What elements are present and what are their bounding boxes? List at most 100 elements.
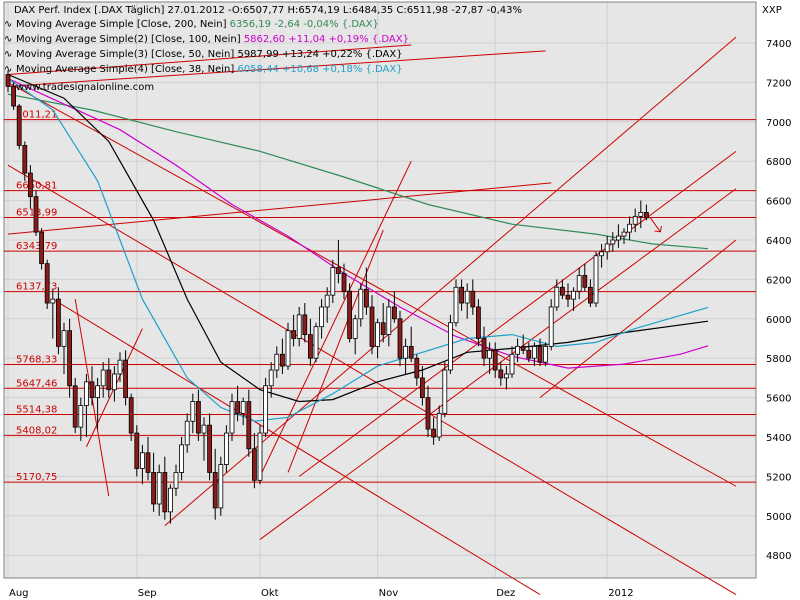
candle	[27, 165, 33, 209]
candle	[621, 228, 627, 244]
candle-body	[330, 267, 336, 296]
candle	[67, 318, 72, 398]
candle	[358, 283, 364, 327]
candle	[117, 352, 123, 382]
candle	[251, 433, 257, 489]
candle-body	[307, 334, 313, 359]
trend-line	[287, 229, 384, 473]
candle-body	[571, 290, 576, 300]
y-tick-label: 5600	[766, 394, 791, 405]
candle	[576, 267, 582, 300]
candle-body	[212, 472, 218, 509]
candle	[5, 70, 11, 93]
candle-body	[128, 397, 134, 434]
wave-icon: ∿	[4, 34, 12, 45]
candle	[223, 425, 229, 473]
trend-line	[7, 81, 737, 487]
candle-body	[274, 353, 280, 371]
candle	[184, 413, 190, 453]
candle-body	[644, 212, 649, 219]
candle	[543, 342, 548, 367]
legend-label: Moving Average Simple(4) [Close, 38, Nei…	[16, 64, 403, 75]
legend-value: 6356,19 -2,64 -0,04% {.DAX}	[230, 19, 379, 30]
candle-body	[436, 412, 442, 438]
legend-value: 5862,60 +11,04 +0,19% {.DAX}	[244, 34, 409, 45]
candle-body	[397, 318, 403, 359]
x-tick-label: Dez	[496, 588, 515, 599]
candle-body	[582, 275, 588, 288]
candle-body	[285, 330, 291, 367]
candle-body	[386, 306, 392, 335]
candle	[279, 338, 285, 374]
candle	[475, 299, 481, 347]
candle	[571, 287, 576, 311]
candle-body	[139, 452, 145, 469]
candle-body	[151, 472, 157, 505]
candle-body	[627, 223, 632, 233]
candle-body	[33, 196, 39, 233]
candle	[509, 346, 515, 378]
level-label: 6650,81	[16, 181, 57, 192]
candle-body	[324, 294, 330, 308]
candle	[218, 456, 224, 516]
level-label: 5408,02	[16, 425, 57, 436]
candle	[195, 389, 201, 441]
candle-body	[604, 243, 610, 253]
candle	[582, 263, 588, 292]
candle-body	[162, 472, 168, 513]
candle-body	[369, 306, 375, 347]
candle	[285, 322, 291, 371]
candle	[481, 326, 487, 367]
candle-body	[106, 369, 112, 391]
candle	[100, 362, 106, 398]
candle	[386, 299, 392, 347]
candle-body	[509, 353, 515, 375]
candle	[335, 240, 341, 284]
candle	[84, 373, 89, 437]
axis-unit-label: XXP	[762, 5, 782, 16]
y-tick-label: 6200	[766, 275, 791, 286]
candle-body	[503, 373, 509, 379]
candle-body	[22, 145, 28, 174]
candle-body	[408, 345, 414, 359]
candle	[565, 283, 571, 307]
candle-body	[291, 330, 297, 339]
y-tick-label: 6400	[766, 236, 791, 247]
candle-body	[319, 306, 325, 328]
candle-body	[240, 401, 246, 414]
chart-header: DAX Perf. Index [.DAX Täglich] 27.01.201…	[14, 5, 782, 93]
legend-label: Moving Average Simple(2) [Close, 100, Ne…	[16, 34, 409, 45]
candle-body	[560, 286, 565, 296]
candle-body	[459, 286, 465, 304]
legend-value: 5987,99 +13,24 +0,22% {.DAX}	[237, 49, 402, 60]
x-tick-label: 2012	[608, 588, 633, 599]
candle	[89, 366, 95, 406]
candle	[173, 464, 179, 497]
candle	[425, 385, 431, 437]
candle	[307, 318, 313, 367]
y-tick-label: 5400	[766, 433, 791, 444]
candle	[61, 322, 67, 374]
candle	[257, 425, 263, 485]
candle	[560, 279, 565, 300]
candle	[145, 437, 151, 481]
candle	[246, 389, 252, 457]
candle-body	[61, 330, 67, 347]
candle-body	[302, 314, 308, 335]
candle-body	[134, 432, 140, 469]
candle	[240, 397, 246, 426]
candle	[616, 224, 621, 248]
candle-body	[481, 338, 487, 359]
level-label: 7011,21	[16, 110, 57, 121]
x-tick-label: Sep	[138, 588, 157, 599]
candle-body	[179, 444, 185, 473]
candle-body	[257, 432, 263, 481]
candle-body	[27, 172, 33, 198]
candle	[403, 338, 409, 374]
y-tick-label: 4800	[766, 551, 791, 562]
candle-body	[520, 345, 526, 351]
candle	[139, 444, 145, 485]
candle-body	[447, 322, 453, 371]
